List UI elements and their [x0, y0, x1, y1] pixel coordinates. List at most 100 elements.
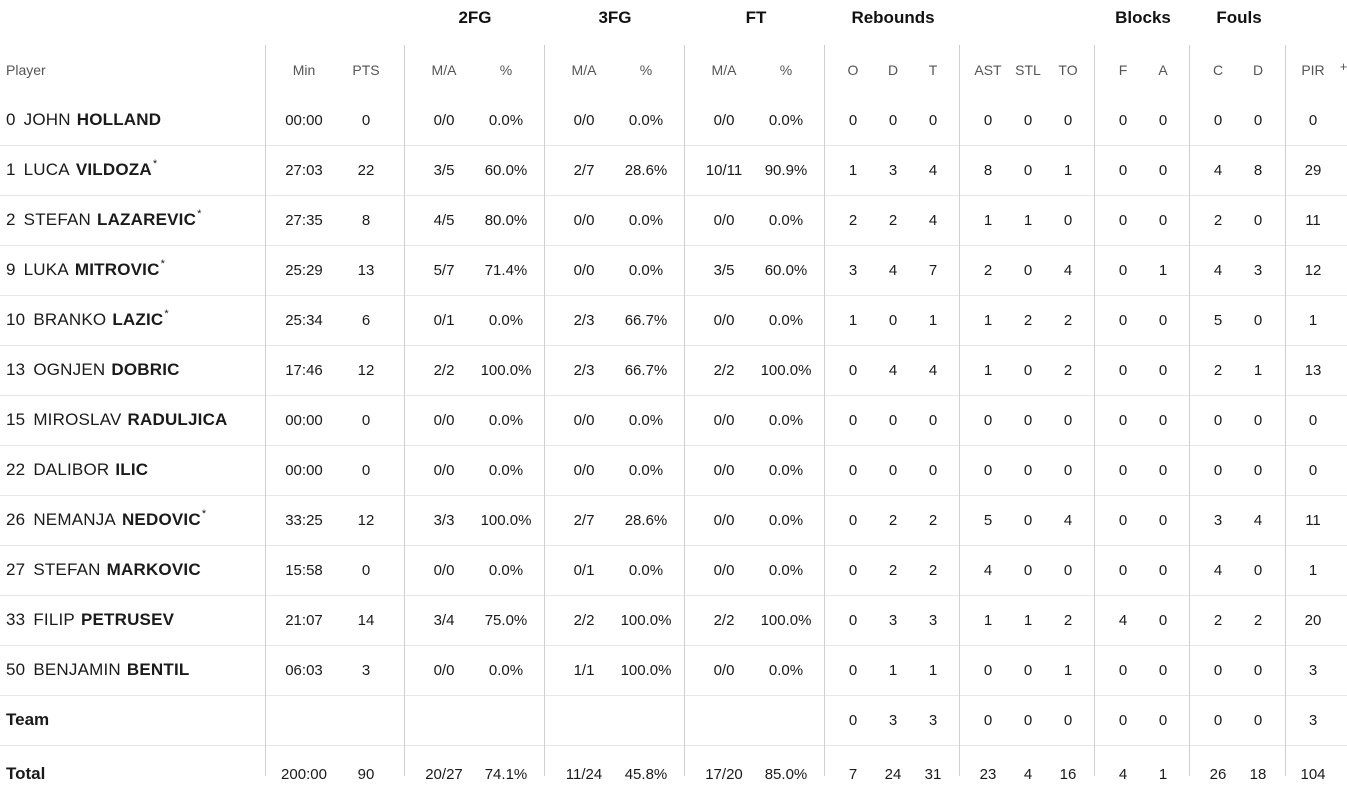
- stat-stl: 0: [1023, 361, 1033, 379]
- column-header-foul-d[interactable]: D: [1252, 62, 1264, 78]
- stat-ft-ma: 2/2: [713, 611, 735, 629]
- stat-blk-a: 0: [1158, 311, 1168, 329]
- stat-blk-a: 0: [1158, 661, 1168, 679]
- player-name-cell[interactable]: 0 JOHN HOLLAND: [6, 105, 161, 135]
- column-header-ft-ma[interactable]: M/A: [711, 62, 737, 78]
- column-header-2fg-pct[interactable]: %: [499, 62, 513, 78]
- player-name-cell[interactable]: 13 OGNJEN DOBRIC: [6, 355, 180, 385]
- player-number: 1: [6, 160, 16, 179]
- player-name-cell[interactable]: 27 STEFAN MARKOVIC: [6, 555, 201, 585]
- stat-blk-f: 0: [1118, 361, 1128, 379]
- stat-3fg-ma: 0/0: [573, 461, 595, 479]
- column-header-foul-c[interactable]: C: [1212, 62, 1224, 78]
- stat-pts: 0: [361, 461, 371, 479]
- stat-ast: 2: [983, 261, 993, 279]
- player-name-cell[interactable]: 26 NEMANJA NEDOVIC *: [6, 505, 206, 535]
- player-name-cell[interactable]: 2 STEFAN LAZAREVIC *: [6, 205, 202, 235]
- stat-to: 0: [1063, 211, 1073, 229]
- stat-2fg-pct: 60.0%: [484, 161, 528, 179]
- stat-pts: 14: [357, 611, 375, 629]
- stat-pir: 13: [1304, 361, 1322, 379]
- stat-stl: 0: [1023, 161, 1033, 179]
- player-name-cell[interactable]: 50 BENJAMIN BENTIL: [6, 655, 189, 685]
- column-header-blk-f[interactable]: F: [1118, 62, 1128, 78]
- column-header-pts[interactable]: PTS: [352, 62, 380, 78]
- stat-3fg-pct: 28.6%: [624, 161, 668, 179]
- row-divider: [0, 395, 1347, 396]
- player-name-cell[interactable]: 9 LUKA MITROVIC *: [6, 255, 165, 285]
- stat-ast: 0: [983, 111, 993, 129]
- stat-ft-pct: 0.0%: [768, 561, 804, 579]
- stat-min: 25:29: [285, 261, 323, 279]
- row-divider: [0, 745, 1347, 746]
- team-row-stat-2fg-ma: [414, 705, 474, 735]
- stat-2fg-pct: 0.0%: [488, 311, 524, 329]
- player-name-cell[interactable]: 22 DALIBOR ILIC: [6, 455, 148, 485]
- stat-foul-d: 4: [1253, 511, 1263, 529]
- stat-ast: 0: [983, 461, 993, 479]
- column-header-to[interactable]: TO: [1058, 62, 1078, 78]
- stat-foul-c: 0: [1213, 411, 1223, 429]
- column-header-3fg-ma[interactable]: M/A: [571, 62, 597, 78]
- stat-reb-t: 4: [928, 361, 938, 379]
- stat-pir: 11: [1305, 211, 1321, 229]
- player-number: 27: [6, 560, 26, 579]
- stat-ft-ma: 2/2: [713, 361, 735, 379]
- more-columns-indicator: +: [1339, 58, 1347, 74]
- player-first-name: MIROSLAV: [33, 410, 122, 429]
- team-row-stat-reb-d: 3: [888, 711, 898, 729]
- stat-2fg-pct: 75.0%: [484, 611, 528, 629]
- stat-3fg-ma: 2/7: [573, 161, 595, 179]
- stat-reb-d: 0: [888, 411, 898, 429]
- row-divider: [0, 695, 1347, 696]
- stat-min: 27:03: [285, 161, 323, 179]
- stat-reb-o: 0: [848, 661, 858, 679]
- player-name-cell[interactable]: 33 FILIP PETRUSEV: [6, 605, 174, 635]
- stat-ft-pct: 60.0%: [764, 261, 808, 279]
- stat-blk-a: 0: [1158, 461, 1168, 479]
- stat-ast: 4: [983, 561, 993, 579]
- stat-min: 00:00: [285, 411, 323, 429]
- stat-reb-o: 0: [848, 461, 858, 479]
- column-divider: [544, 45, 545, 776]
- stat-stl: 0: [1023, 411, 1033, 429]
- stat-min: 17:46: [285, 361, 323, 379]
- stat-foul-d: 0: [1253, 111, 1263, 129]
- stat-ft-ma: 3/5: [713, 261, 735, 279]
- player-first-name: BRANKO: [33, 310, 107, 329]
- stat-to: 2: [1063, 361, 1073, 379]
- stat-2fg-pct: 0.0%: [488, 661, 524, 679]
- column-header-stl[interactable]: STL: [1015, 62, 1041, 78]
- team-row-stat-ft-pct: [756, 705, 816, 735]
- player-name-cell[interactable]: 10 BRANKO LAZIC *: [6, 305, 169, 335]
- stat-2fg-ma: 5/7: [433, 261, 455, 279]
- player-name-cell[interactable]: 1 LUCA VILDOZA *: [6, 155, 157, 185]
- column-header-pir[interactable]: PIR: [1301, 62, 1325, 78]
- player-last-name: MARKOVIC: [106, 560, 201, 579]
- column-header-reb-t[interactable]: T: [928, 62, 938, 78]
- player-number: 2: [6, 210, 16, 229]
- player-last-name: BENTIL: [126, 660, 190, 679]
- column-header-blk-a[interactable]: A: [1158, 62, 1168, 78]
- stat-3fg-pct: 28.6%: [624, 511, 668, 529]
- player-number: 50: [6, 660, 26, 679]
- stat-reb-o: 3: [848, 261, 858, 279]
- column-header-min[interactable]: Min: [292, 62, 316, 78]
- column-header-reb-o[interactable]: O: [847, 62, 859, 78]
- column-header-ft-pct[interactable]: %: [779, 62, 793, 78]
- player-first-name: STEFAN: [33, 560, 101, 579]
- stat-ft-ma: 0/0: [713, 511, 735, 529]
- column-header-ast[interactable]: AST: [974, 62, 1002, 78]
- column-header-reb-d[interactable]: D: [887, 62, 899, 78]
- stat-ast: 1: [983, 361, 993, 379]
- stat-ft-ma: 0/0: [713, 411, 735, 429]
- column-header-3fg-pct[interactable]: %: [639, 62, 653, 78]
- stat-blk-a: 0: [1158, 211, 1168, 229]
- stat-reb-o: 0: [848, 361, 858, 379]
- player-name-cell[interactable]: 15 MIROSLAV RADULJICA: [6, 405, 228, 435]
- column-header-2fg-ma[interactable]: M/A: [431, 62, 457, 78]
- team-row-stat-3fg-ma: [554, 705, 614, 735]
- row-divider: [0, 345, 1347, 346]
- column-header-player[interactable]: Player: [6, 62, 46, 78]
- total-row-stat-pts: 90: [357, 765, 375, 783]
